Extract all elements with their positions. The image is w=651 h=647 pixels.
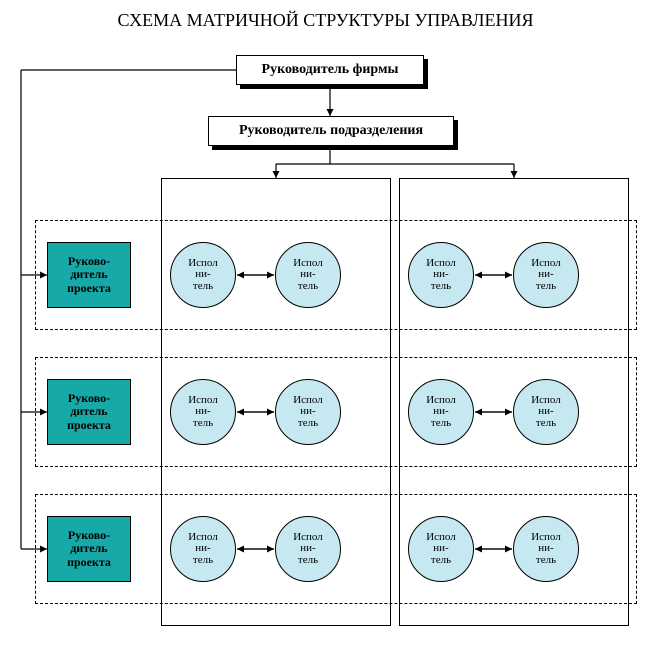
diagram-canvas: СХЕМА МАТРИЧНОЙ СТРУКТУРЫ УПРАВЛЕНИЯРуко…: [0, 0, 651, 647]
connectors-svg: [0, 0, 651, 647]
